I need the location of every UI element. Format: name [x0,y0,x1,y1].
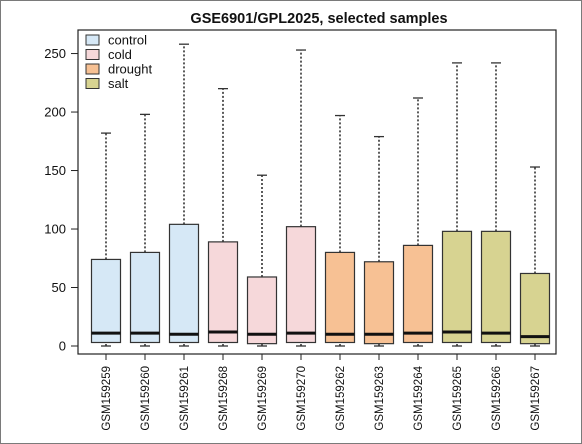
x-tick-label: GSM159259 [101,366,113,431]
y-tick-label: 250 [44,46,66,61]
x-tick-label: GSM159267 [530,366,542,431]
chart-title: GSE6901/GPL2025, selected samples [190,11,447,27]
x-tick-label: GSM159264 [413,365,425,430]
iqr-box [207,241,239,344]
iqr-box [90,258,122,344]
box-gsm159261 [168,43,200,347]
box-gsm159269 [246,174,278,347]
legend-label-salt: salt [108,76,129,91]
x-tick-label: GSM159261 [179,366,191,431]
legend-swatch-salt [85,78,100,89]
box-gsm159268 [207,87,239,347]
y-tick-label: 0 [59,339,66,354]
legend-label-control: control [108,33,147,48]
plot-area [77,29,557,355]
x-tick-label: GSM159263 [374,366,386,431]
x-tick-label: GSM159269 [257,366,269,431]
iqr-box [519,272,551,345]
box-gsm159264 [402,97,434,347]
legend-swatch-drought [85,63,100,75]
iqr-box [402,244,434,344]
x-tick-label: GSM159262 [335,366,347,431]
iqr-box [480,230,512,344]
x-tick-label: GSM159270 [296,366,308,431]
iqr-box [285,226,317,344]
box-gsm159263 [363,135,395,347]
box-gsm159259 [90,132,122,347]
box-gsm159265 [441,62,473,347]
legend-label-cold: cold [108,47,132,62]
x-tick-label: GSM159265 [452,366,464,431]
iqr-box [168,223,200,344]
y-tick-label: 100 [44,222,66,237]
iqr-box [363,261,395,345]
box-gsm159266 [480,62,512,347]
x-tick-label: GSM159266 [491,366,503,431]
iqr-box [129,251,161,344]
box-gsm159270 [285,49,317,347]
y-tick-label: 150 [44,163,66,178]
iqr-box [441,230,473,344]
boxes [90,43,551,347]
legend-swatch-control [85,34,100,46]
box-gsm159260 [129,113,161,347]
y-tick-label: 50 [52,280,66,295]
y-tick-label: 200 [44,105,66,120]
box-gsm159262 [324,114,356,347]
box-gsm159267 [519,166,551,347]
iqr-box [324,251,356,344]
legend-label-drought: drought [108,62,152,77]
x-tick-label: GSM159268 [218,366,230,431]
y-axis: 0 50 100 150 200 250 [44,46,78,354]
legend-swatch-cold [85,49,100,60]
x-axis: GSM159259 GSM159260 GSM159261 GSM159268 GSM1… [101,354,542,431]
iqr-box [246,276,278,345]
x-tick-label: GSM159260 [140,366,152,431]
